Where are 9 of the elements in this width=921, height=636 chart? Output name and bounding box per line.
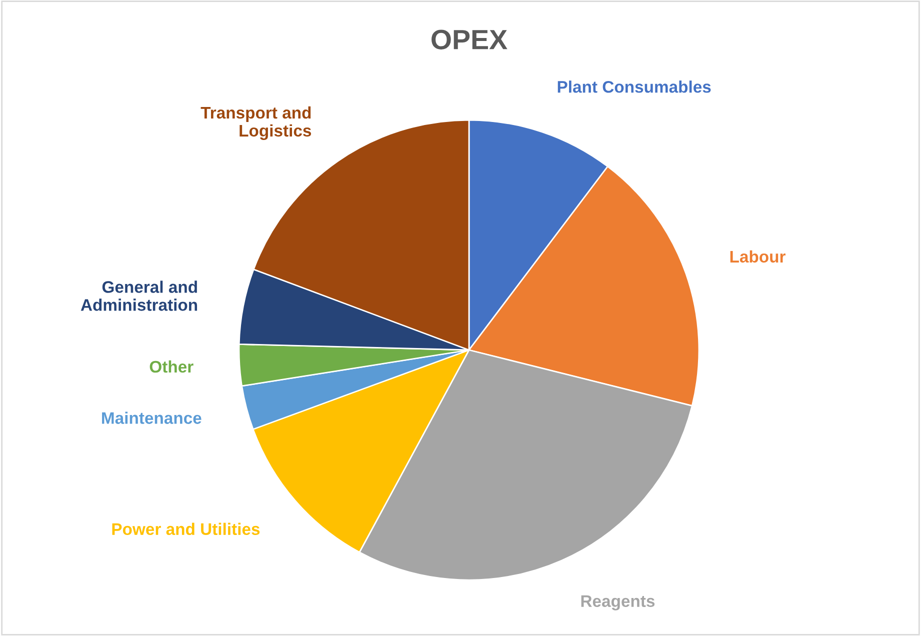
slice-label: Maintenance [102, 412, 202, 424]
slice-label: Transport and Logistics [200, 106, 312, 140]
chart-title: OPEX [432, 30, 508, 50]
slice-label: Labour [730, 250, 786, 263]
slice-label: General and Administration [80, 280, 198, 311]
slice-label: Power and Utilities [112, 522, 260, 536]
slice-label: Reagents [581, 595, 655, 610]
slice-label: Other [150, 360, 194, 373]
slice-label: Plant Consumables [558, 80, 711, 93]
